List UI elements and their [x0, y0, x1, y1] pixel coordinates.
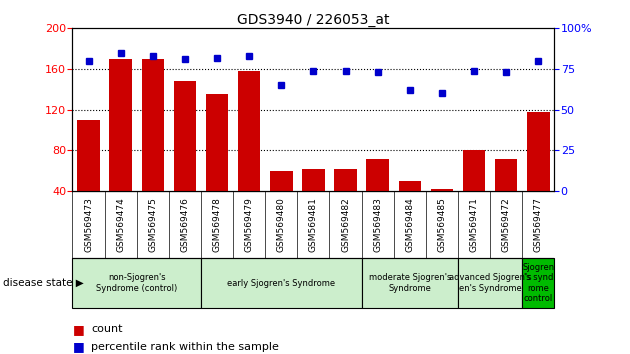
Text: ■: ■ [72, 323, 84, 336]
Bar [367, 159, 389, 191]
Text: early Sjogren's Syndrome: early Sjogren's Syndrome [227, 279, 335, 288]
Bar [458, 258, 522, 308]
Text: count: count [91, 324, 123, 334]
Bar [238, 71, 260, 191]
Text: percentile rank within the sample: percentile rank within the sample [91, 342, 279, 352]
Bar [302, 169, 324, 191]
Text: Sjogren
's synd
rome
control: Sjogren 's synd rome control [522, 263, 554, 303]
Bar [72, 258, 201, 308]
Text: GSM569475: GSM569475 [148, 197, 158, 252]
Title: GDS3940 / 226053_at: GDS3940 / 226053_at [237, 13, 390, 27]
Text: moderate Sjogren's
Syndrome: moderate Sjogren's Syndrome [369, 274, 451, 293]
Text: GSM569477: GSM569477 [534, 197, 543, 252]
Bar [110, 59, 132, 191]
Bar [270, 171, 292, 191]
Text: advanced Sjogren's
en's Syndrome: advanced Sjogren's en's Syndrome [449, 274, 532, 293]
Text: GSM569482: GSM569482 [341, 198, 350, 252]
Text: GSM569474: GSM569474 [116, 198, 125, 252]
Text: GSM569485: GSM569485 [437, 197, 447, 252]
Bar [495, 159, 517, 191]
Text: GSM569471: GSM569471 [469, 197, 479, 252]
Bar [399, 181, 421, 191]
Text: GSM569480: GSM569480 [277, 197, 286, 252]
Text: GSM569473: GSM569473 [84, 197, 93, 252]
Text: GSM569481: GSM569481 [309, 197, 318, 252]
Text: disease state ▶: disease state ▶ [3, 278, 84, 288]
Text: GSM569479: GSM569479 [244, 197, 254, 252]
Bar [522, 258, 554, 308]
Text: non-Sjogren's
Syndrome (control): non-Sjogren's Syndrome (control) [96, 274, 177, 293]
Bar [201, 258, 362, 308]
Text: ■: ■ [72, 341, 84, 353]
Bar [77, 120, 100, 191]
Text: GSM569483: GSM569483 [373, 197, 382, 252]
Bar [362, 258, 458, 308]
Bar [431, 189, 453, 191]
Text: GSM569472: GSM569472 [501, 198, 511, 252]
Bar [463, 150, 485, 191]
Text: GSM569484: GSM569484 [405, 198, 415, 252]
Bar [174, 81, 196, 191]
Bar [206, 95, 228, 191]
Bar [527, 112, 549, 191]
Bar [335, 169, 357, 191]
Text: GSM569478: GSM569478 [212, 197, 222, 252]
Text: GSM569476: GSM569476 [180, 197, 190, 252]
Bar [142, 59, 164, 191]
